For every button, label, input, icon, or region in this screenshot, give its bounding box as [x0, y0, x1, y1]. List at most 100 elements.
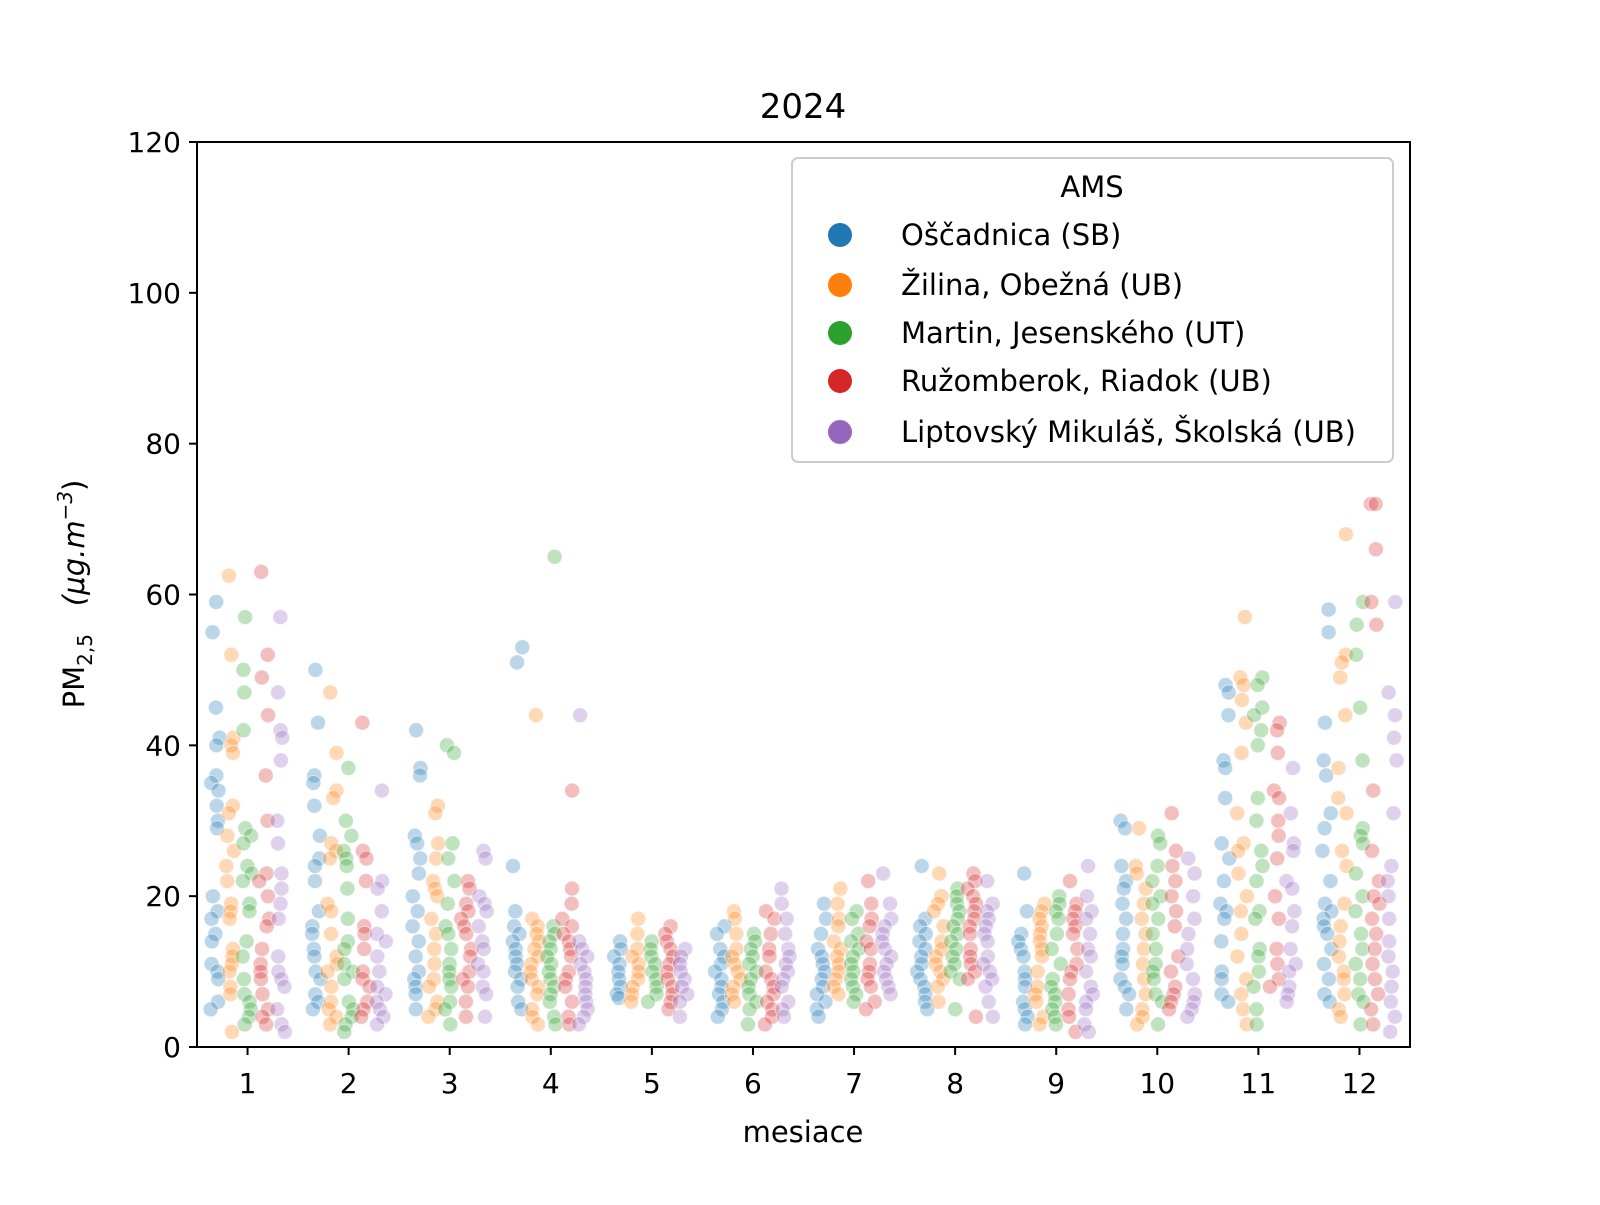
data-point — [270, 835, 286, 852]
data-point — [677, 941, 694, 957]
data-point — [270, 910, 287, 927]
data-point — [203, 910, 220, 927]
data-point — [1017, 1016, 1034, 1033]
data-point — [1233, 925, 1250, 942]
data-point — [572, 707, 589, 724]
data-point — [1233, 692, 1250, 709]
data-point — [1314, 842, 1331, 859]
data-point — [1332, 1008, 1349, 1025]
data-point — [407, 948, 424, 965]
data-point — [237, 609, 254, 626]
data-point — [1354, 941, 1371, 957]
data-point — [526, 941, 543, 957]
data-point — [409, 835, 426, 852]
data-point — [529, 986, 546, 1003]
data-point — [425, 971, 442, 988]
data-point — [1249, 737, 1266, 754]
legend-marker — [828, 369, 852, 393]
data-point — [858, 933, 875, 950]
data-point — [848, 903, 865, 920]
data-point — [912, 971, 929, 988]
data-point — [1078, 910, 1095, 927]
data-point — [1316, 956, 1332, 972]
data-point — [1029, 963, 1046, 980]
data-point — [404, 888, 421, 905]
data-point — [929, 895, 946, 912]
data-point — [1217, 790, 1234, 807]
data-point — [825, 978, 842, 995]
data-point — [1248, 812, 1265, 829]
data-point — [860, 873, 877, 890]
data-point — [1383, 978, 1400, 995]
data-point — [427, 805, 444, 822]
data-point — [236, 986, 253, 1003]
data-point — [1254, 669, 1271, 686]
data-point — [1076, 1016, 1093, 1033]
data-point — [1161, 1001, 1177, 1018]
data-point — [410, 933, 427, 950]
legend-item: Liptovský Mikuláš, Školská (UB) — [828, 415, 1356, 449]
data-point — [747, 933, 764, 950]
data-point — [882, 986, 899, 1003]
data-point — [579, 1001, 596, 1018]
data-point — [426, 941, 443, 957]
x-tick-label: 12 — [1342, 1067, 1378, 1100]
data-point — [1118, 910, 1135, 927]
data-point — [861, 918, 878, 935]
data-point — [1078, 963, 1095, 980]
data-point — [1129, 1016, 1146, 1033]
data-point — [1116, 978, 1133, 995]
data-point — [959, 971, 976, 988]
data-point — [1065, 925, 1082, 942]
data-point — [420, 1008, 437, 1025]
data-point — [1232, 903, 1249, 920]
data-point — [258, 1016, 275, 1033]
data-point — [1233, 744, 1250, 761]
data-point — [830, 986, 847, 1003]
data-point — [1229, 805, 1246, 822]
data-point — [270, 684, 286, 701]
y-label-unit-prefix: (μg.m — [57, 520, 91, 606]
data-point — [274, 729, 291, 746]
x-tick-label: 3 — [441, 1067, 459, 1100]
data-point — [1352, 1016, 1369, 1033]
data-point — [1348, 646, 1365, 663]
data-point — [1367, 496, 1384, 512]
data-point — [1145, 971, 1162, 988]
data-point — [1250, 963, 1267, 980]
data-point — [1354, 752, 1371, 769]
data-point — [235, 722, 252, 739]
data-point — [1380, 684, 1397, 701]
data-point — [1370, 873, 1387, 890]
data-point — [1220, 993, 1237, 1010]
data-point — [882, 895, 898, 912]
x-tick-label: 8 — [946, 1067, 964, 1100]
data-point — [272, 895, 289, 912]
data-point — [913, 858, 930, 874]
data-point — [224, 797, 241, 814]
data-point — [1336, 895, 1353, 912]
data-point — [1330, 760, 1347, 776]
data-point — [1015, 948, 1032, 965]
data-point — [514, 639, 531, 656]
data-point — [1269, 850, 1286, 867]
data-point — [1284, 760, 1301, 776]
data-point — [1112, 971, 1129, 988]
data-point — [407, 986, 424, 1003]
data-point — [507, 903, 524, 920]
data-point — [223, 646, 240, 663]
data-point — [1147, 941, 1164, 957]
data-point — [505, 858, 521, 874]
legend-marker — [828, 420, 852, 444]
data-point — [564, 993, 580, 1010]
data-point — [1028, 993, 1045, 1010]
data-point — [235, 835, 252, 852]
data-point — [1370, 986, 1387, 1003]
data-point — [321, 850, 338, 867]
data-point — [339, 933, 356, 950]
x-tick-label: 2 — [340, 1067, 358, 1100]
data-point — [1386, 729, 1402, 746]
data-point — [336, 941, 353, 957]
x-tick-label: 4 — [542, 1067, 560, 1100]
data-point — [208, 737, 225, 754]
